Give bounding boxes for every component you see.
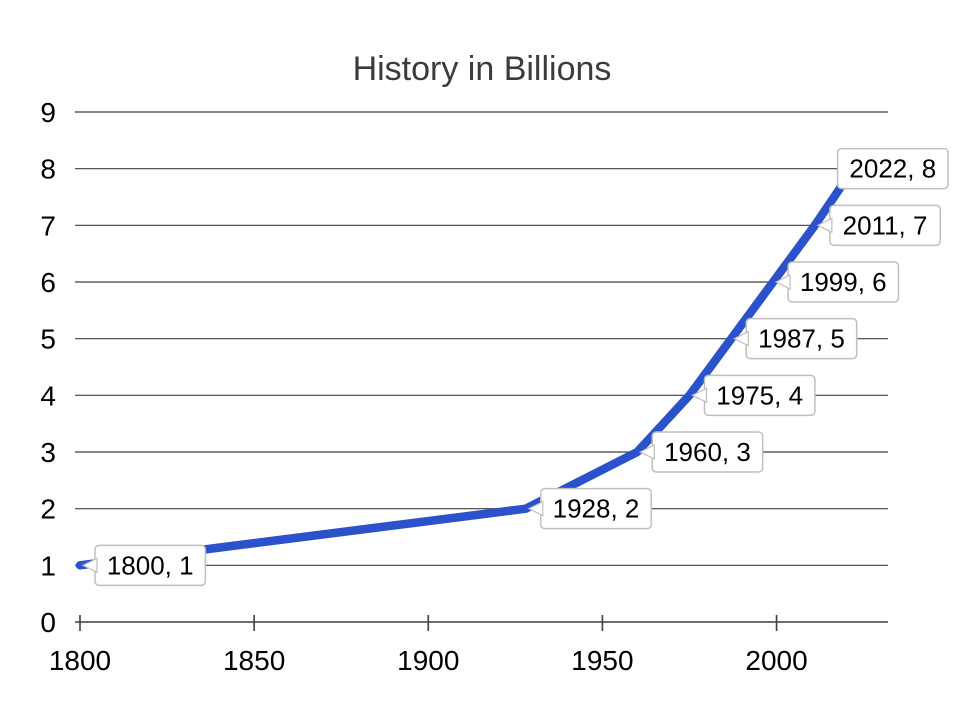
y-axis-tick-label: 8 <box>40 154 56 185</box>
y-axis-tick-label: 9 <box>40 97 56 128</box>
y-axis-tick-label: 2 <box>40 494 56 525</box>
y-axis-tick-label: 4 <box>40 380 56 411</box>
callout-pointer <box>816 217 833 234</box>
callout-pointer <box>691 387 708 404</box>
y-axis-tick-label: 6 <box>40 267 56 298</box>
x-axis-tick-label: 1800 <box>49 645 111 676</box>
data-point-label: 2011, 7 <box>843 210 928 240</box>
x-axis-tick-label: 2000 <box>745 645 807 676</box>
data-point-label: 1928, 2 <box>553 494 640 524</box>
data-point-callout: 2022, 8 <box>836 147 949 190</box>
data-point-callout: 1960, 3 <box>638 431 764 473</box>
data-point-callout: 1800, 1 <box>81 544 207 587</box>
y-axis-tick-label: 0 <box>40 607 56 638</box>
data-point-callout: 1928, 2 <box>527 487 652 530</box>
data-point-callout: 1975, 4 <box>691 374 816 417</box>
callout-pointer <box>81 557 98 574</box>
data-point-label: 2022, 8 <box>849 154 936 184</box>
chart-title: History in Billions <box>353 50 612 88</box>
callout-pointer <box>638 444 655 460</box>
y-axis-tick-label: 1 <box>40 550 56 581</box>
callout-pointer <box>527 500 544 517</box>
data-point-callout: 2011, 7 <box>816 204 942 247</box>
x-axis-tick-label: 1950 <box>571 645 633 676</box>
data-point-callout: 1987, 5 <box>732 317 858 360</box>
plot-area: 0 1 2 3 4 5 6 7 8 9 1800 1850 1900 1950 2000 1800, 1 192… <box>40 97 949 676</box>
x-axis-tick-label: 1850 <box>223 645 285 676</box>
data-point-label: 1960, 3 <box>664 437 751 467</box>
data-point-label: 1800, 1 <box>107 550 194 580</box>
y-axis-tick-label: 3 <box>40 437 56 468</box>
y-axis-tick-label: 5 <box>40 324 56 355</box>
x-axis-tick-label: 1900 <box>397 645 459 676</box>
y-axis-tick-label: 7 <box>40 210 56 241</box>
data-point-label: 1999, 6 <box>800 267 887 297</box>
callout-box <box>836 147 949 190</box>
callout-pointer <box>774 274 791 290</box>
callout-pointer <box>732 330 749 347</box>
series-line <box>75 164 858 570</box>
data-point-label: 1987, 5 <box>758 324 845 354</box>
data-point-callout: 1999, 6 <box>774 261 900 303</box>
data-point-label: 1975, 4 <box>716 380 803 410</box>
